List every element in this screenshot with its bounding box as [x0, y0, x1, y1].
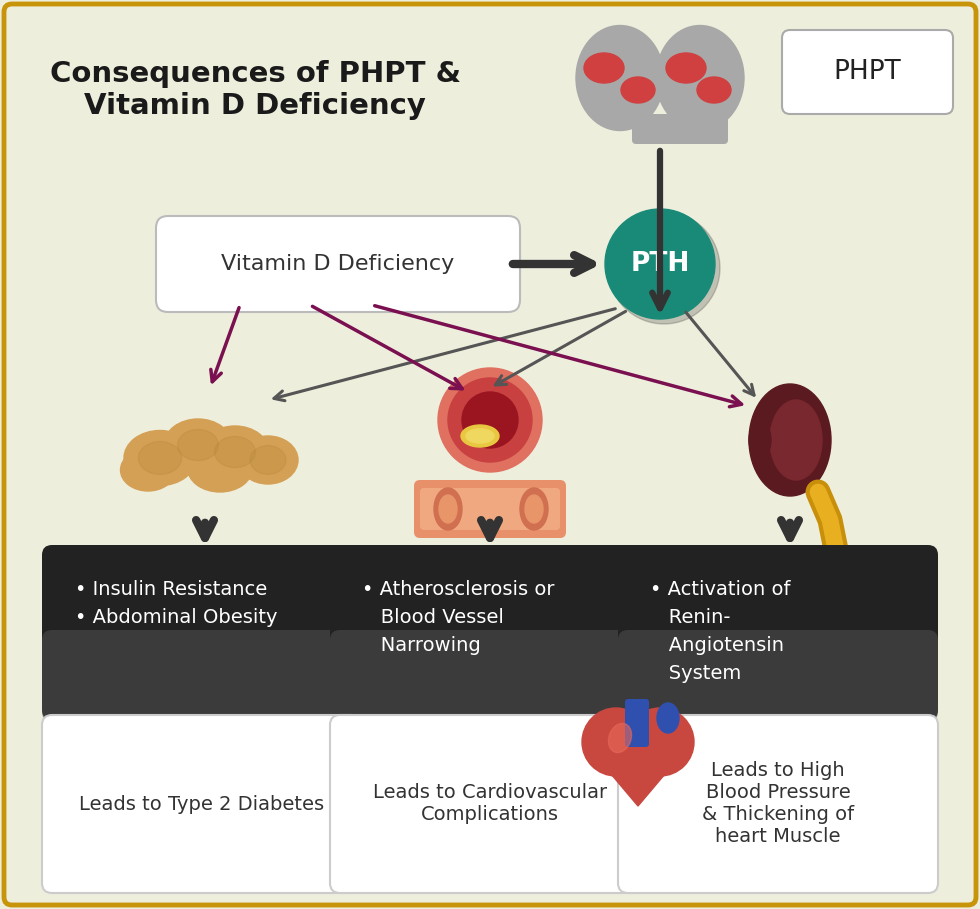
Ellipse shape [164, 419, 232, 471]
Ellipse shape [749, 384, 831, 496]
Ellipse shape [666, 53, 706, 83]
Text: Consequences of PHPT &: Consequences of PHPT & [50, 60, 461, 88]
FancyBboxPatch shape [414, 480, 566, 538]
FancyBboxPatch shape [42, 545, 362, 720]
Text: Leads to Cardiovascular
Complications: Leads to Cardiovascular Complications [373, 784, 607, 824]
Text: • Activation of
   Renin-
   Angiotensin
   System: • Activation of Renin- Angiotensin Syste… [650, 580, 791, 683]
Circle shape [605, 209, 715, 319]
Ellipse shape [201, 426, 269, 478]
Ellipse shape [121, 449, 175, 491]
Ellipse shape [434, 488, 462, 530]
FancyBboxPatch shape [42, 715, 362, 893]
FancyBboxPatch shape [632, 114, 728, 144]
Text: Leads to High
Blood Pressure
& Thickening of
heart Muscle: Leads to High Blood Pressure & Thickenin… [702, 762, 854, 846]
Ellipse shape [124, 431, 196, 485]
FancyBboxPatch shape [330, 545, 650, 720]
Circle shape [462, 392, 518, 448]
FancyBboxPatch shape [420, 488, 560, 530]
Circle shape [438, 368, 542, 472]
Ellipse shape [250, 445, 286, 474]
Ellipse shape [584, 53, 624, 83]
FancyBboxPatch shape [618, 715, 938, 893]
FancyBboxPatch shape [625, 699, 649, 747]
FancyBboxPatch shape [156, 216, 520, 312]
Text: PTH: PTH [630, 251, 690, 277]
Ellipse shape [238, 436, 298, 484]
Ellipse shape [656, 25, 744, 131]
FancyBboxPatch shape [42, 630, 362, 722]
Ellipse shape [520, 488, 548, 530]
Ellipse shape [749, 422, 771, 458]
Ellipse shape [138, 442, 181, 474]
Ellipse shape [439, 495, 457, 523]
Ellipse shape [609, 724, 631, 753]
Ellipse shape [621, 77, 655, 103]
Circle shape [448, 378, 532, 462]
Ellipse shape [466, 429, 494, 443]
FancyBboxPatch shape [4, 4, 976, 905]
Text: Vitamin D Deficiency: Vitamin D Deficiency [84, 92, 426, 120]
Ellipse shape [215, 436, 256, 467]
Text: PHPT: PHPT [833, 59, 901, 85]
FancyBboxPatch shape [618, 545, 938, 720]
FancyBboxPatch shape [782, 30, 953, 114]
Circle shape [626, 708, 694, 776]
Text: • Atherosclerosis or
   Blood Vessel
   Narrowing: • Atherosclerosis or Blood Vessel Narrow… [362, 580, 555, 655]
Ellipse shape [576, 25, 664, 131]
Ellipse shape [770, 400, 822, 480]
Ellipse shape [657, 703, 679, 733]
Polygon shape [584, 742, 692, 806]
Text: • Insulin Resistance
• Abdominal Obesity: • Insulin Resistance • Abdominal Obesity [75, 580, 277, 627]
Ellipse shape [697, 77, 731, 103]
Ellipse shape [525, 495, 543, 523]
FancyBboxPatch shape [330, 715, 650, 893]
FancyBboxPatch shape [618, 630, 938, 722]
Ellipse shape [187, 444, 253, 492]
Ellipse shape [461, 425, 499, 447]
Circle shape [582, 708, 650, 776]
Circle shape [608, 212, 720, 324]
Text: Vitamin D Deficiency: Vitamin D Deficiency [221, 254, 455, 274]
FancyBboxPatch shape [330, 630, 650, 722]
Ellipse shape [177, 429, 219, 461]
Text: Leads to Type 2 Diabetes: Leads to Type 2 Diabetes [79, 794, 324, 814]
